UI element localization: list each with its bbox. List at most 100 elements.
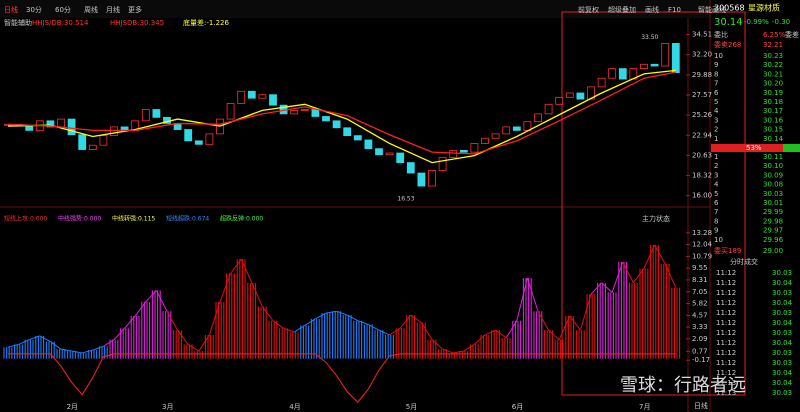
tick-price: 30.03 [772,389,792,397]
histogram-outline [166,311,179,331]
candle [671,43,680,74]
buy-price: 30.08 [763,181,783,189]
histogram-outline [632,268,645,284]
candle [618,68,627,80]
histogram-outline [29,335,40,341]
histogram-outline [431,339,443,350]
watermark: 雪球：行路者远 [620,375,746,396]
candle [237,90,246,104]
buy-level: 9 [714,227,718,235]
histogram-outline [113,327,125,341]
y-tick-label: 18.32 [692,171,712,179]
candle [534,113,542,123]
y-tick-label: 5.82 [692,299,708,307]
tab[interactable]: 更多 [128,5,142,14]
legend-item: 短线上攻:0.000 [4,215,47,223]
buy-price: 29.99 [763,208,783,216]
tool[interactable]: 画线 [645,5,659,14]
y-tick-label: 4.57 [692,311,708,319]
tick-time: 11:12 [716,359,736,367]
candle [194,140,203,145]
tool[interactable]: 前复权 [578,5,599,14]
histogram-outline [39,335,51,343]
histogram-outline [368,324,380,331]
tick-time: 11:12 [716,269,736,277]
y-tick-label: 2.09 [692,335,708,343]
buy-level: 5 [714,190,718,198]
histogram-outline [601,282,613,293]
candle [343,127,352,137]
tab[interactable]: 周线 [84,5,98,14]
sell-level: 9 [714,61,718,69]
histogram-outline [198,334,210,352]
candle [290,109,299,115]
histogram-outline [155,290,168,312]
candle [597,77,606,88]
histogram-outline [558,315,571,340]
histogram-outline [325,310,337,314]
candle [608,68,617,79]
tool[interactable]: F10 [668,6,681,14]
sell-level: 1 [714,135,718,143]
annotation: 16.53 [397,196,414,203]
sell-price: 30.22 [763,61,783,69]
sell-level: 5 [714,98,718,106]
ratio-bar-green [783,144,800,152]
highlight-box [561,11,746,396]
histogram-outline [590,282,602,295]
candle [78,134,87,150]
candle [247,90,256,99]
buy-price: 30.10 [763,162,783,170]
histogram-outline [579,294,592,331]
tick-price: 30.04 [772,339,793,347]
y-tick-label: 3.33 [692,323,708,331]
y-tick-label: 25.26 [692,111,713,119]
tick-time: 11:12 [716,289,736,297]
candle [650,63,659,67]
histogram-outline [410,314,422,324]
y-tick-label: 8.31 [692,276,708,284]
tick-time: 11:12 [716,319,736,327]
tick-price: 30.04 [772,379,793,387]
change-pct: -0.99% [744,18,769,26]
histogram-outline [304,318,316,326]
tab[interactable]: 日线 [4,5,18,14]
legend-item: 中线转强:0.115 [112,215,155,223]
buy-price: 29.98 [763,217,783,225]
y-tick-label: 9.55 [692,264,708,272]
tool[interactable]: 智能画线 [698,5,726,14]
annotation: 33.50 [641,34,658,41]
tab[interactable]: 60分 [55,5,71,14]
tick-price: 30.03 [772,359,792,367]
tab[interactable]: 月线 [106,5,120,14]
change: -0.30 [772,18,790,26]
histogram-outline [463,343,475,352]
tab[interactable]: 30分 [26,5,42,14]
y-tick-label: 32.20 [692,51,712,59]
legend-item: HHJSDB:30.345 [110,19,164,27]
buy-price: 29.96 [763,236,784,244]
legend-item: 智能辅助 [4,18,32,27]
candle [364,139,373,150]
pane-title: 主力状态 [642,214,670,223]
y-tick-label: 34.51 [692,31,712,39]
candle [184,129,193,142]
buy-level: 1 [714,153,718,161]
candle [25,125,34,131]
candle [311,109,320,117]
candle [322,116,330,122]
histogram-outline [261,306,274,322]
candle [205,133,214,145]
histogram-outline [548,329,560,341]
month-label: 3月 [162,403,173,411]
bottom-tab[interactable]: 日线 [694,401,708,410]
candle [565,92,574,98]
histogram-outline [484,329,496,336]
tool[interactable]: 超级叠加 [608,5,636,14]
y-tick-label: 16.00 [692,192,712,200]
tick-price: 30.04 [772,279,793,287]
histogram-outline [453,350,464,354]
histogram-outline [505,320,518,339]
sell-total: 委卖268 [714,40,741,49]
